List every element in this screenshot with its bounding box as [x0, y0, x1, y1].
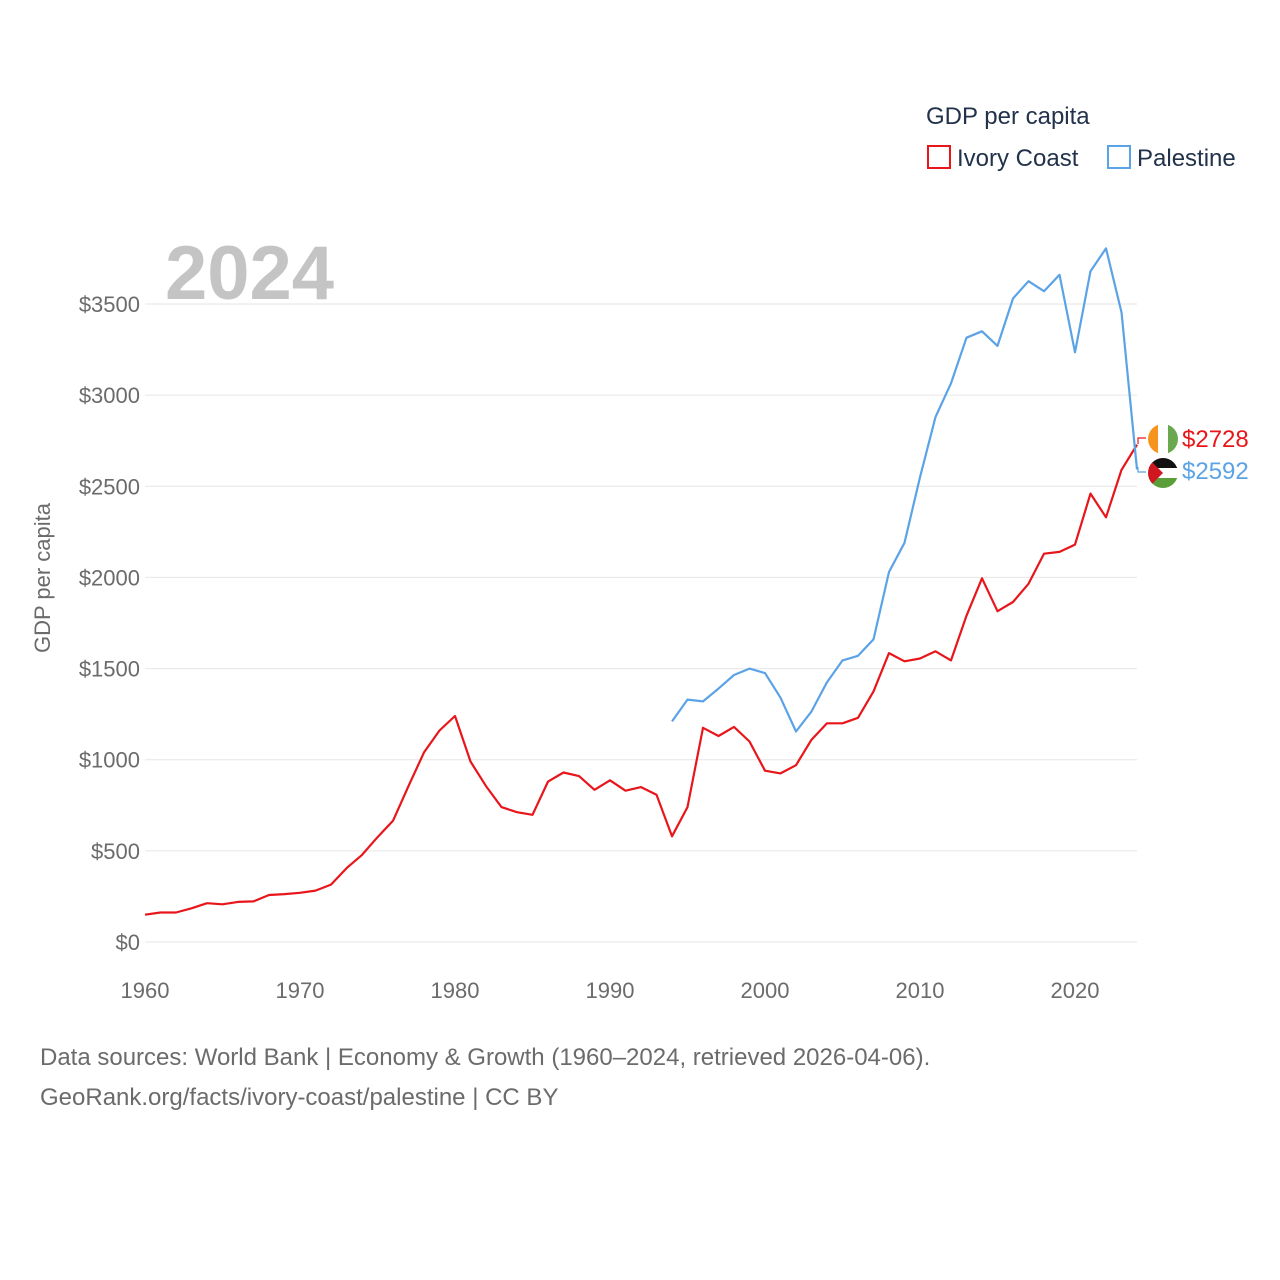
x-tick-label: 2000 [741, 978, 790, 1003]
series-line-ivory-coast[interactable] [144, 444, 1138, 916]
legend: GDP per capita Ivory Coast Palestine [926, 103, 1236, 172]
legend-item-ivory-coast[interactable]: Ivory Coast [927, 145, 1079, 172]
x-tick-label: 1970 [276, 978, 325, 1003]
y-tick-label: $500 [91, 839, 140, 864]
source-line-1: Data sources: World Bank | Economy & Gro… [40, 1044, 931, 1071]
ivory-coast-end-connector [1137, 437, 1146, 444]
year-watermark: 2024 [165, 231, 334, 316]
series-lines [144, 247, 1139, 916]
x-tick-label: 2020 [1051, 978, 1100, 1003]
y-tick-label: $1000 [79, 748, 140, 773]
y-axis-title: GDP per capita [30, 502, 55, 653]
y-tick-label: $0 [116, 930, 140, 955]
y-tick-label: $3500 [79, 292, 140, 317]
grid-lines [145, 303, 1137, 943]
y-tick-label: $3000 [79, 383, 140, 408]
y-tick-label: $2000 [79, 565, 140, 590]
y-tick-label: $2500 [79, 474, 140, 499]
x-tick-label: 1960 [121, 978, 170, 1003]
palestine-end-connector [1137, 467, 1146, 473]
x-tick-label: 1990 [586, 978, 635, 1003]
x-tick-label: 2010 [896, 978, 945, 1003]
series-line-palestine[interactable] [671, 247, 1139, 733]
palestine-end-value: $2592 [1182, 458, 1249, 485]
ivory-coast-flag-icon [1148, 424, 1178, 454]
x-tick-label: 1980 [431, 978, 480, 1003]
ivory-coast-end-value: $2728 [1182, 426, 1249, 453]
end-labels: $2728 $2592 [1137, 424, 1249, 488]
legend-swatch-ivory-coast [927, 145, 951, 169]
palestine-flag-icon [1148, 458, 1178, 488]
legend-label-ivory-coast: Ivory Coast [957, 145, 1079, 172]
axes: $0 $500 $1000 $1500 $2000 $2500 $3000 $3500 1960… [79, 292, 1100, 1003]
y-tick-label: $1500 [79, 657, 140, 682]
legend-swatch-palestine [1107, 145, 1131, 169]
legend-title: GDP per capita [926, 103, 1090, 130]
legend-item-palestine[interactable]: Palestine [1107, 145, 1236, 172]
legend-label-palestine: Palestine [1137, 145, 1236, 172]
source-line-2[interactable]: GeoRank.org/facts/ivory-coast/palestine … [40, 1084, 559, 1111]
